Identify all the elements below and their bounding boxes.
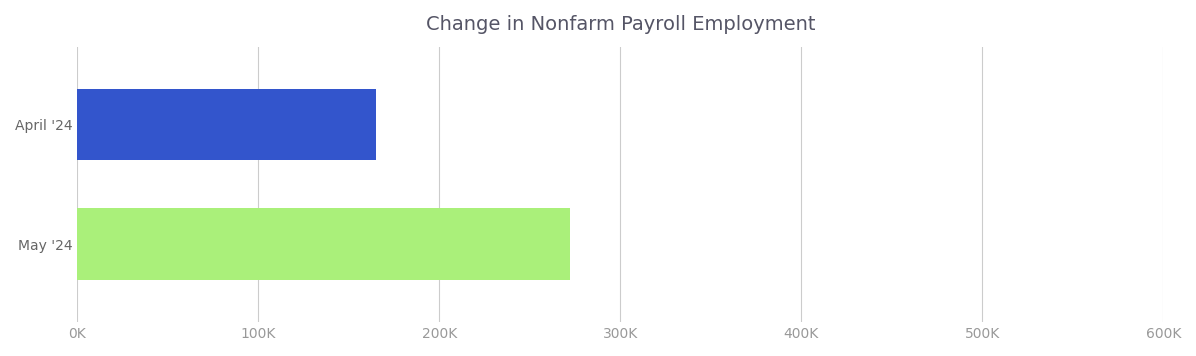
Bar [78, 89, 376, 161]
Title: Change in Nonfarm Payroll Employment: Change in Nonfarm Payroll Employment [426, 15, 816, 34]
Bar [78, 208, 569, 280]
